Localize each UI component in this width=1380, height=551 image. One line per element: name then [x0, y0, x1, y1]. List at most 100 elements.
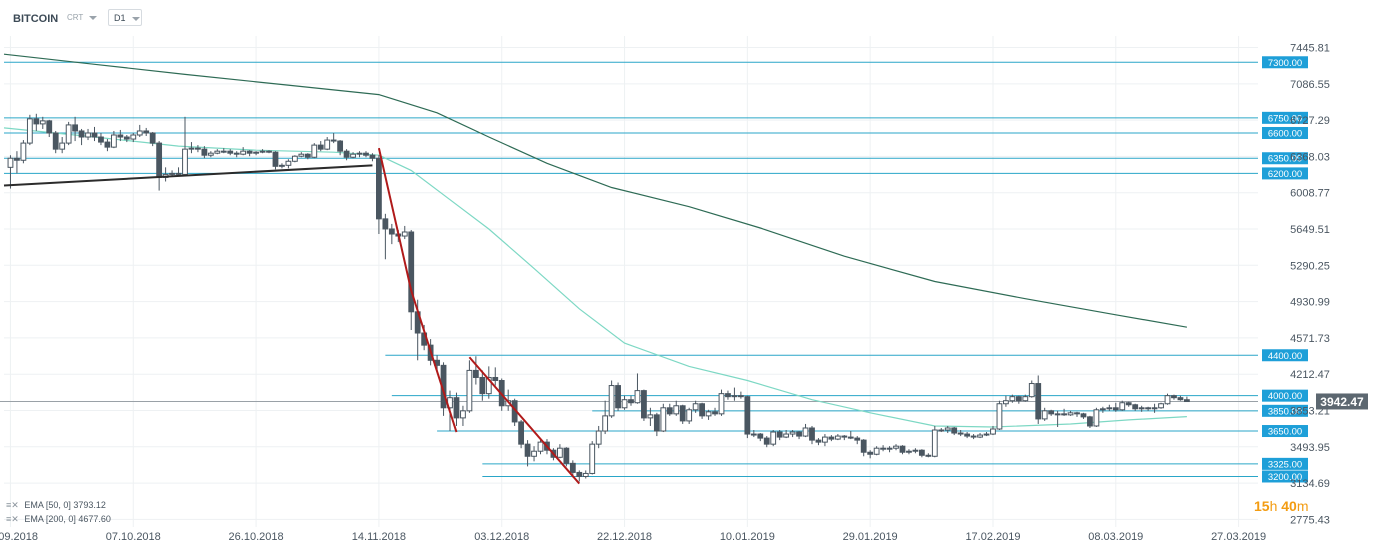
candle-up [1028, 383, 1035, 398]
candle-down [1087, 416, 1093, 427]
candle-up [537, 441, 544, 452]
y-tick-label: 4930.99 [1290, 297, 1330, 309]
level-badge [1262, 404, 1308, 417]
candle-down [104, 141, 111, 148]
candle-down [143, 130, 150, 134]
candle-down [33, 118, 40, 125]
candle-up [983, 433, 990, 436]
x-tick-label: 22.12.2018 [597, 531, 652, 543]
y-tick-label: 3134.69 [1290, 478, 1330, 490]
level-badge [1262, 56, 1308, 69]
candle-up [65, 124, 72, 144]
level-badge-label: 7300.00 [1268, 58, 1302, 69]
candle-down [149, 132, 156, 144]
candle-down [195, 147, 201, 150]
current-price-badge [1316, 393, 1368, 410]
indicator-ema50[interactable]: ≡✕ EMA [50, 0] 3793.12 [6, 500, 106, 511]
candle-down [1171, 395, 1177, 399]
candle-down [266, 150, 272, 153]
candle-down [1125, 402, 1132, 406]
candle-up [485, 376, 492, 395]
candle-down [518, 421, 525, 445]
settings-icon[interactable]: ≡✕ [6, 514, 19, 524]
candle-down [46, 120, 53, 134]
candle-down [744, 396, 751, 435]
candle-down [796, 431, 802, 437]
candle-down [1061, 413, 1067, 416]
candle-up [259, 150, 266, 153]
level-badge-label: 3850.00 [1268, 406, 1302, 417]
level-badge [1262, 470, 1308, 483]
candle-down [479, 376, 486, 395]
candle-down [899, 445, 906, 453]
candle-up [1022, 396, 1029, 402]
indicator-ema200[interactable]: ≡✕ EMA [200, 0] 4677.60 [6, 514, 111, 525]
indicator-label: EMA [24, 500, 44, 510]
candle-down [867, 451, 874, 455]
candle-down [763, 437, 770, 445]
candle-up [356, 152, 363, 155]
candle-up [401, 231, 408, 237]
candle-up [996, 403, 1003, 430]
symbol-name[interactable]: BITCOIN [13, 13, 59, 25]
level-badge-label: 3200.00 [1268, 472, 1302, 483]
candle-up [350, 153, 356, 158]
candle-down [1015, 396, 1022, 402]
y-tick-label: 7445.81 [1290, 43, 1330, 55]
candle-down [52, 132, 59, 150]
level-badge [1262, 349, 1308, 362]
candle-up [285, 160, 292, 166]
candle-up [207, 152, 214, 156]
candle-up [253, 151, 259, 154]
candle-down [725, 393, 731, 398]
x-tick-label: 10.01.2019 [720, 531, 775, 543]
candle-down [117, 134, 124, 138]
level-badge-label: 4400.00 [1268, 351, 1302, 362]
candle-up [1009, 396, 1016, 402]
candle-down [175, 172, 182, 175]
candle-down [653, 414, 660, 432]
candle-up [59, 142, 66, 150]
candle-down [918, 449, 925, 456]
candle-up [130, 134, 137, 140]
chart-type-dropdown[interactable]: CRT [67, 13, 98, 22]
candle-up [977, 434, 983, 438]
candle-down [272, 151, 279, 167]
candle-down [227, 150, 234, 154]
candle-up [912, 449, 919, 452]
current-price-label: 3942.47 [1320, 395, 1364, 409]
candle-up [298, 153, 305, 157]
level-badge-label: 4000.00 [1268, 391, 1302, 402]
candle-down [201, 148, 208, 156]
candle-down [78, 130, 85, 138]
candle-up [466, 369, 473, 412]
settings-icon[interactable]: ≡✕ [6, 500, 19, 510]
candle-down [1177, 397, 1184, 401]
candle-up [990, 428, 996, 435]
x-tick-label: 03.12.2018 [474, 531, 529, 543]
candle-down [841, 435, 848, 438]
level-badge [1262, 457, 1308, 470]
x-tick-label: 18.09.2018 [0, 531, 38, 543]
candle-down [14, 157, 20, 161]
candle-down [957, 432, 964, 435]
countdown-hours: 15 [1254, 498, 1270, 514]
timeframe-dropdown[interactable]: D1 [108, 9, 142, 26]
candle-down [246, 150, 253, 154]
x-tick-label: 29.01.2019 [843, 531, 898, 543]
level-badge-label: 3650.00 [1268, 427, 1302, 438]
trendline [377, 147, 413, 291]
level-badge-label: 6600.00 [1268, 128, 1302, 139]
candle-down [363, 152, 369, 156]
candle-up [279, 164, 285, 167]
candle-up [1041, 410, 1048, 420]
candle-up [944, 427, 951, 431]
candle-up [39, 120, 46, 125]
candle-down [970, 435, 977, 438]
candle-up [214, 150, 221, 154]
candle-up [460, 410, 466, 419]
trendline [468, 356, 581, 485]
x-tick-label: 17.02.2019 [965, 531, 1020, 543]
candle-down [1132, 404, 1139, 410]
